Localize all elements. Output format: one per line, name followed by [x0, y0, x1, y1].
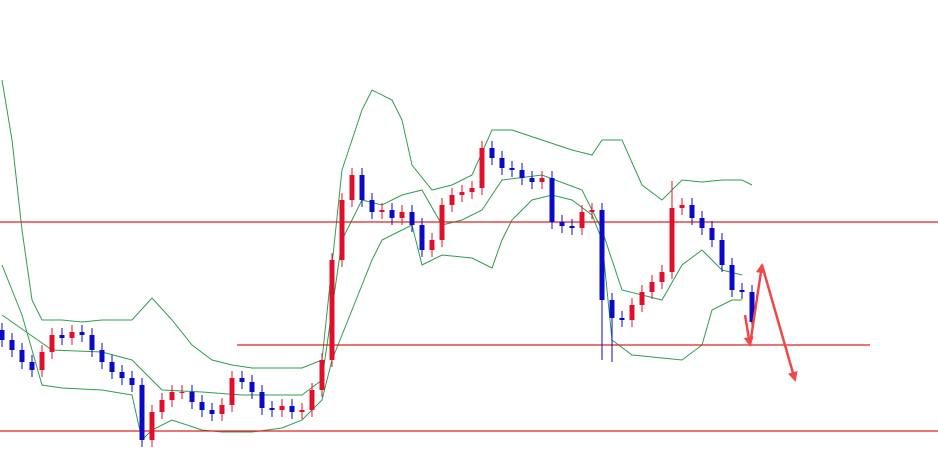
candle-body: [39, 352, 45, 370]
candle-body: [119, 372, 125, 378]
candle-body: [0, 330, 5, 340]
candle-body: [259, 392, 265, 408]
band-line: [1, 79, 753, 369]
candle-body: [89, 335, 95, 350]
candle-body: [669, 208, 675, 272]
candle-body: [189, 392, 195, 402]
candle-body: [599, 210, 605, 300]
candle-body: [449, 195, 455, 205]
candle-body: [559, 222, 565, 226]
arrow-leg: [748, 263, 766, 346]
candle-body: [229, 378, 235, 405]
candle-body: [149, 412, 155, 440]
candle-body: [219, 405, 225, 414]
arrow-leg: [760, 264, 798, 382]
candle-body: [459, 192, 465, 195]
candle-body: [429, 240, 435, 250]
candle-body: [499, 158, 505, 168]
candle-body: [699, 218, 705, 228]
candle-body: [239, 378, 245, 382]
candle-body: [729, 265, 735, 290]
candle-body: [619, 318, 625, 320]
candle-body: [69, 332, 75, 338]
candle-body: [639, 292, 645, 305]
candle-body: [199, 402, 205, 410]
candle-body: [469, 188, 475, 192]
candle-body: [359, 175, 365, 200]
candle-body: [369, 200, 375, 212]
candle-body: [489, 148, 495, 158]
candle-body: [509, 168, 515, 170]
candle-body: [49, 335, 55, 352]
candle-body: [129, 378, 135, 385]
candle-body: [299, 410, 305, 412]
candle-body: [59, 335, 65, 338]
candle-body: [549, 178, 555, 222]
candle-body: [99, 350, 105, 362]
candle-body: [269, 408, 275, 410]
candle-body: [339, 200, 345, 260]
candle-body: [109, 362, 115, 372]
candle-body: [349, 175, 355, 200]
candle-body: [679, 205, 685, 208]
candle-body: [419, 225, 425, 250]
candle-body: [379, 210, 385, 212]
arrow-leg: [743, 314, 754, 347]
candle-body: [519, 170, 525, 178]
candle-body: [649, 282, 655, 292]
candle-body: [309, 390, 315, 410]
candle-body: [249, 382, 255, 392]
candle-body: [169, 392, 175, 400]
candle-body: [569, 226, 575, 228]
band-line: [1, 174, 743, 396]
candle-body: [9, 340, 15, 350]
candle-body: [19, 350, 25, 362]
candle-body: [159, 400, 165, 412]
candle-body: [289, 406, 295, 412]
candle-body: [409, 212, 415, 225]
candle-body: [629, 305, 635, 320]
candle-body: [609, 300, 615, 318]
candle-body: [659, 272, 665, 282]
candle-body: [529, 178, 535, 182]
band-line: [1, 194, 742, 441]
candle-body: [439, 205, 445, 240]
candle-body: [389, 210, 395, 218]
candle-body: [589, 210, 595, 212]
candle-body: [279, 406, 285, 410]
candle-body: [739, 290, 745, 292]
candle-body: [319, 360, 325, 390]
candle-body: [719, 240, 725, 265]
candle-body: [539, 178, 545, 182]
candle-body: [479, 148, 485, 188]
candle-body: [139, 385, 145, 440]
candle-body: [209, 410, 215, 414]
candle-body: [329, 260, 335, 360]
candle-body: [579, 212, 585, 228]
candle-body: [29, 362, 35, 370]
candle-body: [709, 228, 715, 240]
candle-body: [79, 332, 85, 335]
candle-body: [689, 205, 695, 218]
candle-body: [749, 292, 755, 322]
candle-body: [399, 212, 405, 218]
candle-body: [179, 392, 185, 393]
